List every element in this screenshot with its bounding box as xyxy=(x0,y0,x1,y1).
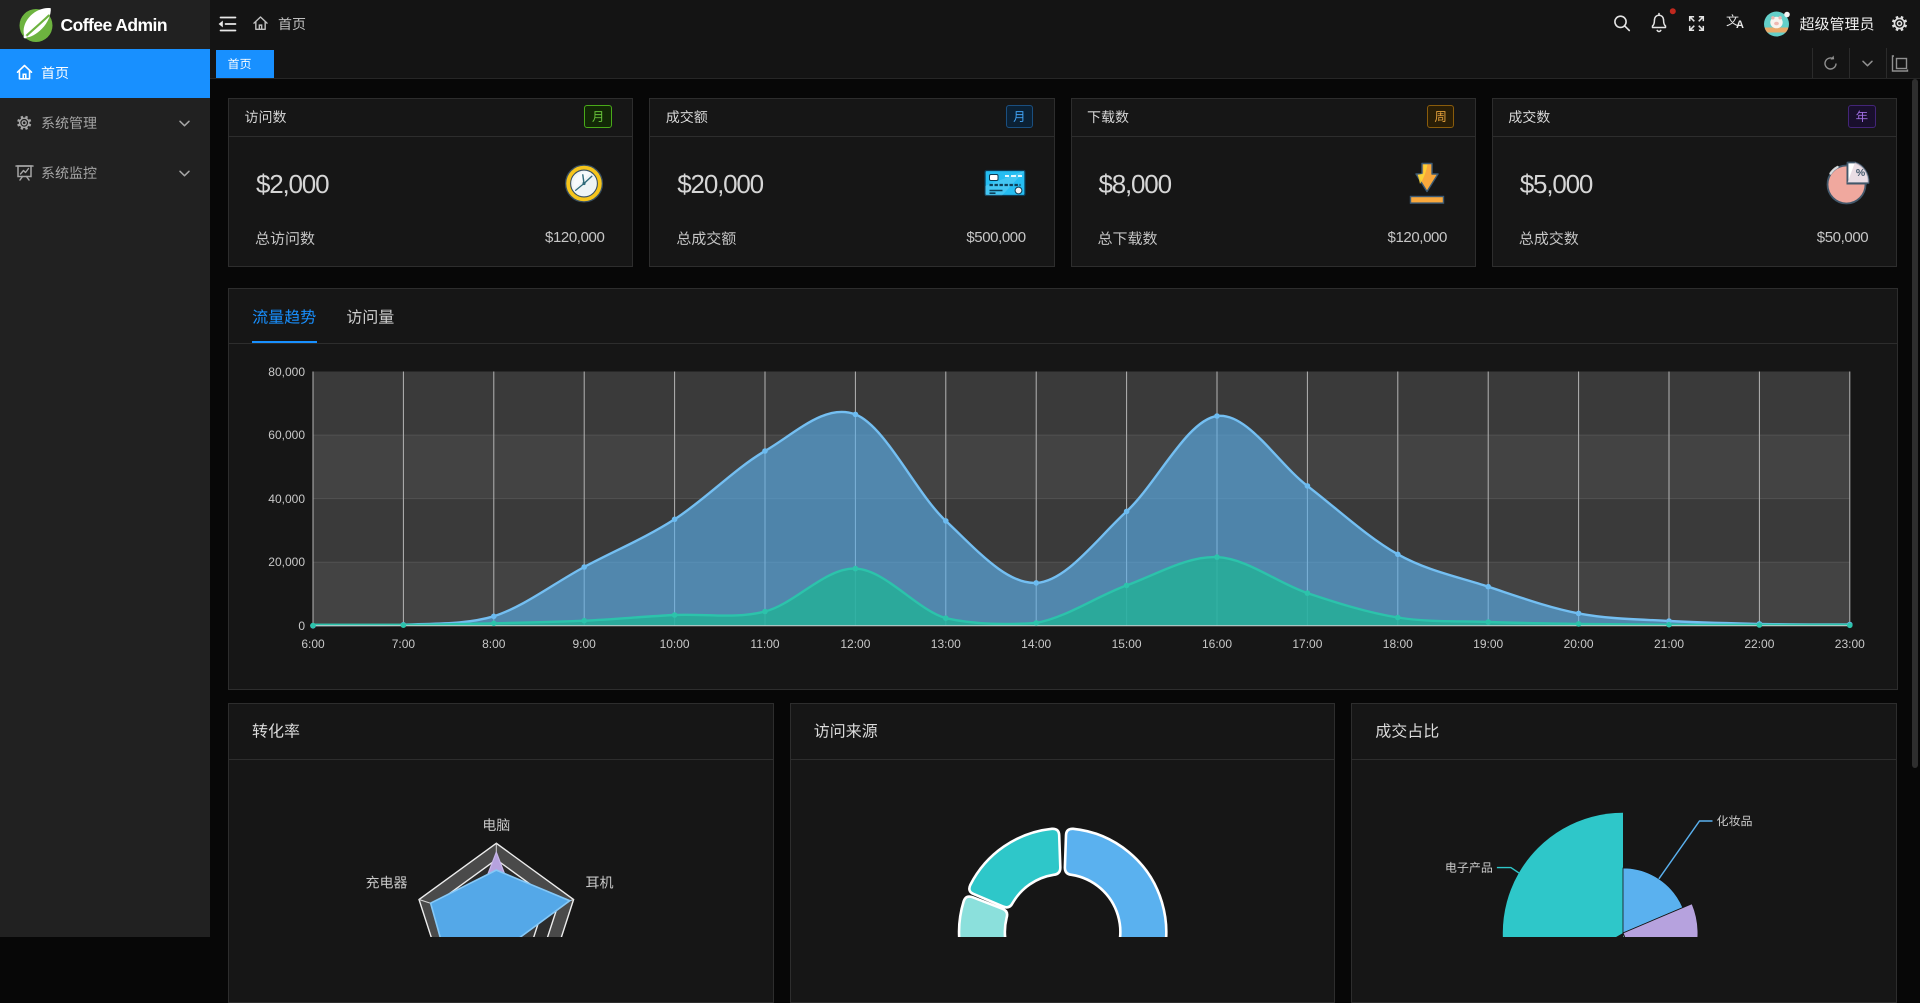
svg-text:%: % xyxy=(1856,167,1866,179)
